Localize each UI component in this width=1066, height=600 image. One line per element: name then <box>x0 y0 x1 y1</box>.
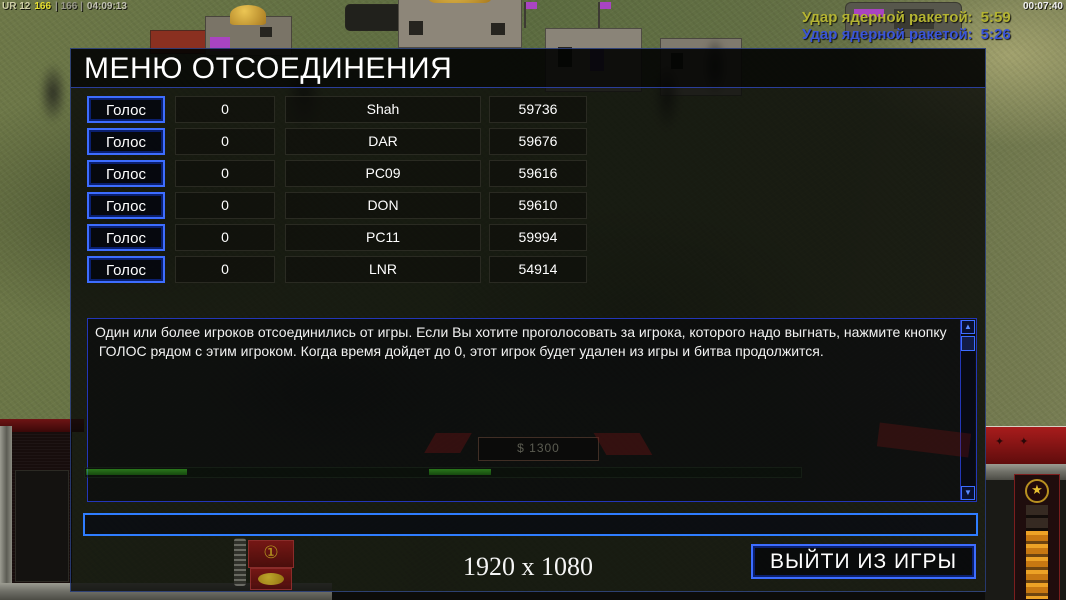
timeout-value: 54914 <box>489 256 587 283</box>
vote-count: 0 <box>175 192 275 219</box>
timeout-value: 59994 <box>489 224 587 251</box>
scrollbar[interactable]: ▲ ▼ <box>960 320 975 500</box>
dome <box>230 5 266 25</box>
exit-game-button[interactable]: ВЫЙТИ ИЗ ИГРЫ <box>751 544 976 579</box>
disconnect-menu-dialog: МЕНЮ ОТСОЕДИНЕНИЯ Голос 0 Shah 59736 Гол… <box>70 48 986 592</box>
player-name: DAR <box>285 128 481 155</box>
hud-left-frame <box>0 426 12 600</box>
scroll-down-button[interactable]: ▼ <box>961 486 975 500</box>
tank <box>845 2 962 38</box>
resolution-text: 1920 x 1080 <box>463 552 593 581</box>
timer-value: 5:59 <box>980 9 1011 26</box>
vote-count: 0 <box>175 160 275 187</box>
superweapon-timer-1: Удар ядерной ракетой: 5:59 <box>802 9 1011 26</box>
player-name: DON <box>285 192 481 219</box>
debug-time: 04:09:13 <box>86 1 127 12</box>
debug-part: | 166 | <box>55 1 83 12</box>
purple-stripe <box>854 9 884 17</box>
money-display: $ 1300 <box>478 437 599 461</box>
scroll-up-button[interactable]: ▲ <box>961 320 975 334</box>
player-name: Shah <box>285 96 481 123</box>
smoke <box>38 60 68 126</box>
power-bar-fill <box>429 469 491 475</box>
game-clock: 00:07:40 <box>1022 1 1063 12</box>
general-star-icon: ★ <box>1025 479 1049 503</box>
purple-flag <box>598 2 611 28</box>
window <box>491 23 505 35</box>
unit-portrait <box>15 470 69 582</box>
timer-label: Удар ядерной ракетой: <box>802 9 973 26</box>
power-bar-fill <box>86 469 187 475</box>
star-mark-icon: ✦ <box>995 436 1005 448</box>
general-rank-panel: ★ <box>1014 474 1060 600</box>
vote-count: 0 <box>175 256 275 283</box>
vote-button[interactable]: Голос <box>87 96 165 123</box>
oval-button[interactable] <box>250 568 292 590</box>
purple-trim <box>210 37 230 51</box>
timer-value: 5:26 <box>980 26 1011 43</box>
dome-building <box>398 0 522 48</box>
vote-count: 0 <box>175 128 275 155</box>
hud-bottom-dark <box>332 592 1066 600</box>
turret <box>894 9 934 29</box>
timeout-value: 59676 <box>489 128 587 155</box>
hud-coil <box>234 538 246 586</box>
timer-label: Удар ядерной ракетой: <box>802 26 973 43</box>
chat-input[interactable] <box>83 513 978 536</box>
scrollbar-thumb[interactable] <box>961 336 975 351</box>
hud-right-red-bar: ✦ ✦ <box>985 426 1066 467</box>
vote-button[interactable]: Голос <box>87 256 165 283</box>
purple-flag <box>524 2 537 28</box>
superweapon-timer-2: Удар ядерной ракетой: 5:26 <box>802 26 1011 43</box>
rank-meter-empty <box>1026 505 1048 531</box>
star-mark-icon: ✦ <box>1019 436 1029 448</box>
power-button[interactable]: ① <box>248 540 294 568</box>
vote-count: 0 <box>175 224 275 251</box>
chevron-down-icon: ▼ <box>964 488 972 497</box>
debug-part: UR 12 <box>2 1 31 12</box>
window <box>409 21 423 35</box>
bottom-hud: ✦ ✦ ★ <box>0 418 1066 600</box>
dialog-title-bar: МЕНЮ ОТСОЕДИНЕНИЯ <box>71 49 985 88</box>
vote-button[interactable]: Голос <box>87 224 165 251</box>
debug-readout: UR 12 166 | 166 | 04:09:13 <box>2 1 131 12</box>
dome <box>429 0 491 3</box>
oval-icon <box>258 573 284 585</box>
disconnect-info-text: Один или более игроков отсоединились от … <box>95 324 947 359</box>
player-name: PC09 <box>285 160 481 187</box>
timeout-value: 59736 <box>489 96 587 123</box>
power-bar <box>84 467 802 478</box>
timeout-value: 59616 <box>489 160 587 187</box>
rank-meter-filled <box>1026 531 1048 599</box>
hud-red-strip <box>0 419 84 432</box>
player-name: PC11 <box>285 224 481 251</box>
debug-fps: 166 <box>34 1 52 12</box>
window <box>260 27 272 37</box>
chevron-up-icon: ▲ <box>964 322 972 331</box>
dialog-title: МЕНЮ ОТСОЕДИНЕНИЯ <box>84 52 453 85</box>
vote-count: 0 <box>175 96 275 123</box>
circled-one-icon: ① <box>263 543 279 562</box>
vote-button[interactable]: Голос <box>87 160 165 187</box>
timeout-value: 59610 <box>489 192 587 219</box>
vote-button[interactable]: Голос <box>87 128 165 155</box>
vote-button[interactable]: Голос <box>87 192 165 219</box>
player-name: LNR <box>285 256 481 283</box>
